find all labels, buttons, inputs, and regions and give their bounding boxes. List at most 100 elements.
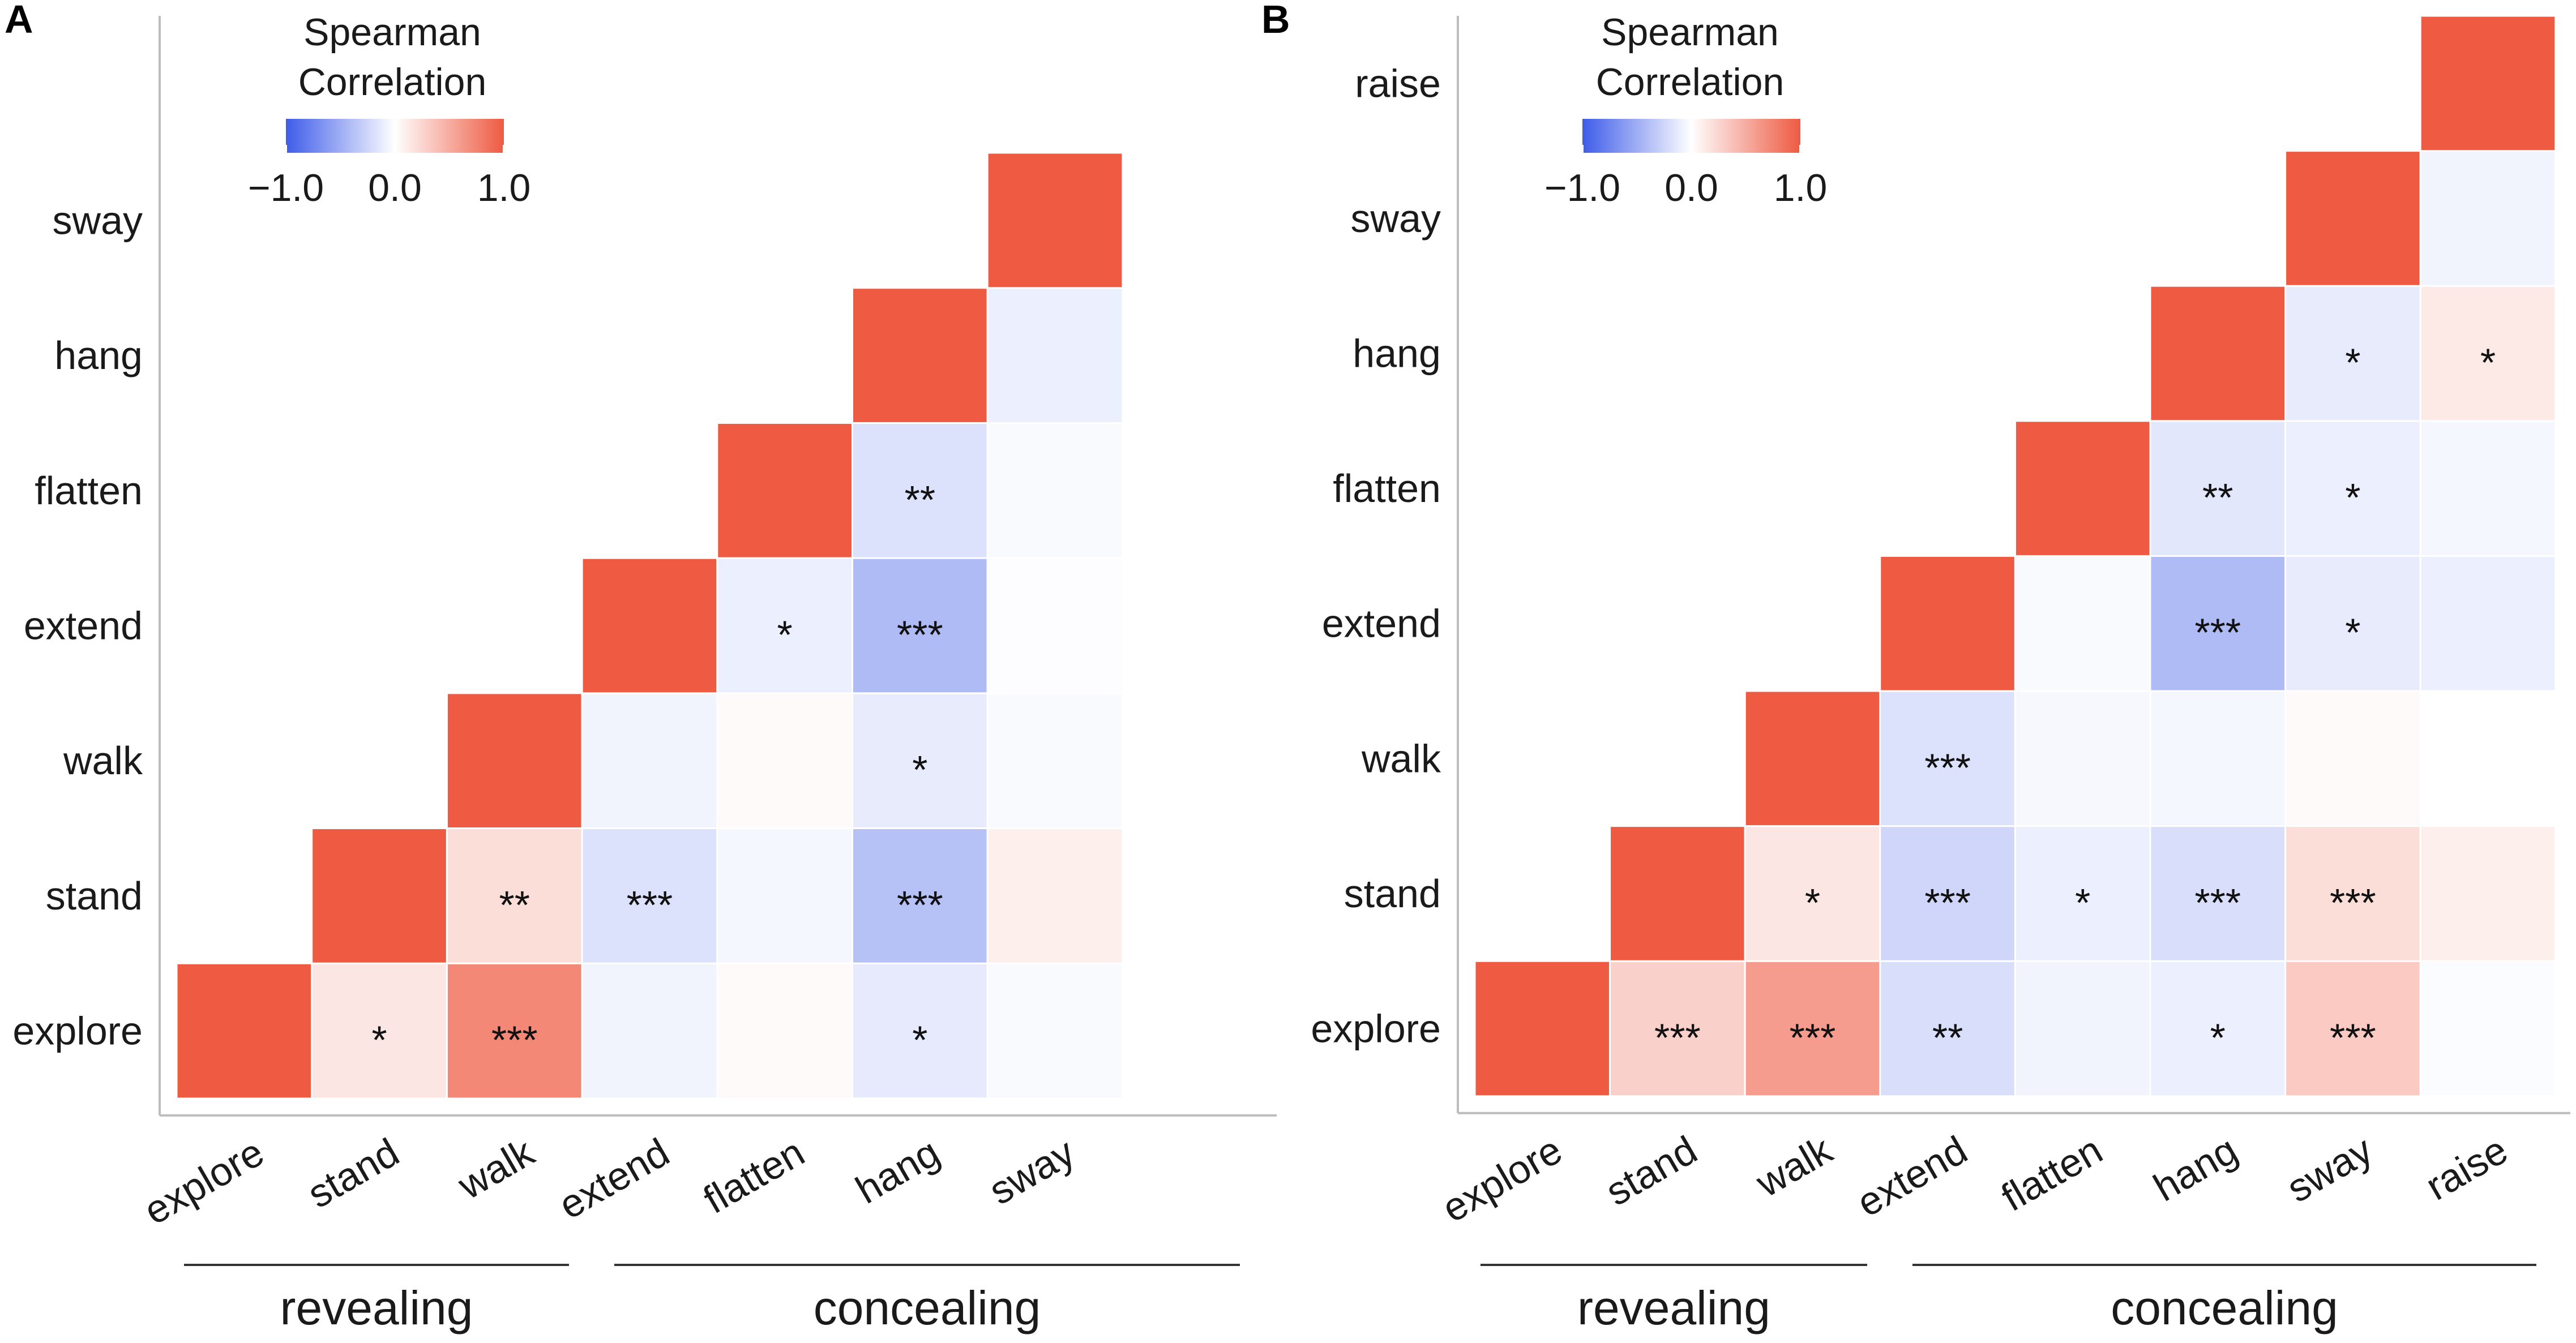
cell-sway-raise (2419, 150, 2557, 287)
panel-label: A (5, 0, 33, 41)
sig-stand-walk: * (1805, 881, 1820, 925)
cell-extend-raise (2419, 555, 2557, 692)
legend-tick-0: −1.0 (1544, 166, 1620, 209)
sig-stand-sway: *** (2330, 881, 2376, 925)
heatmap-panel-b: B*** *** ** * **** *** * *** ********* *** ** *expl… (1261, 0, 2570, 1335)
cell-explore-stand (1609, 960, 1746, 1097)
sig-walk-extend: *** (1924, 745, 1971, 790)
cell-sway-sway (986, 152, 1124, 289)
cell-flatten-raise (2419, 420, 2557, 557)
y-tick-flatten: flatten (35, 469, 143, 513)
cell-explore-explore (1474, 960, 1611, 1097)
cell-hang-sway (2284, 285, 2421, 422)
group-label-revealing: revealing (280, 1281, 473, 1335)
cell-raise-raise (2419, 15, 2557, 152)
cell-walk-hang (851, 692, 989, 830)
cell-stand-sway (2284, 825, 2421, 962)
cell-stand-raise (2419, 825, 2557, 962)
cell-stand-flatten (2014, 825, 2151, 962)
legend-tick-1: 0.0 (1664, 166, 1718, 209)
sig-flatten-sway: * (2345, 475, 2360, 520)
cell-explore-flatten (716, 962, 854, 1100)
legend-title-line2: Correlation (1596, 61, 1785, 104)
y-tick-sway: sway (1351, 196, 1441, 241)
cell-walk-flatten (716, 692, 854, 830)
x-tick-flatten: flatten (696, 1130, 811, 1222)
sig-stand-walk: ** (499, 883, 530, 927)
cell-explore-hang (2149, 960, 2287, 1097)
cell-stand-extend (1879, 825, 2016, 962)
cell-walk-extend (1879, 690, 2016, 827)
x-tick-explore: explore (1435, 1127, 1569, 1230)
group-label-concealing: concealing (814, 1281, 1041, 1335)
x-tick-flatten: flatten (1994, 1127, 2109, 1220)
cell-extend-sway (986, 557, 1124, 694)
sig-flatten-hang: ** (2202, 475, 2233, 520)
sig-explore-hang: * (912, 1018, 927, 1062)
cell-hang-hang (2149, 285, 2287, 422)
cell-explore-extend (581, 962, 718, 1100)
x-tick-hang: hang (848, 1130, 947, 1212)
cell-extend-extend (1879, 555, 2016, 692)
cell-stand-walk (1744, 825, 1881, 962)
sig-extend-hang: *** (2194, 611, 2241, 655)
cell-walk-flatten (2014, 690, 2151, 827)
sig-explore-hang: * (2210, 1016, 2226, 1060)
sig-explore-stand: *** (1654, 1016, 1701, 1060)
group-label-revealing: revealing (1577, 1281, 1770, 1335)
cell-hang-sway (986, 287, 1124, 424)
cell-walk-walk (446, 692, 583, 830)
y-tick-stand: stand (46, 874, 143, 918)
x-tick-explore: explore (136, 1130, 271, 1233)
legend-tick-1: 0.0 (368, 166, 422, 209)
cell-stand-walk (446, 827, 583, 964)
cell-walk-sway (2284, 690, 2421, 827)
legend: Spearman Correlation −1.0 0.0 1.0 (248, 11, 530, 209)
sig-stand-flatten: * (2075, 881, 2090, 925)
sig-stand-hang: *** (897, 883, 943, 927)
y-tick-flatten: flatten (1333, 466, 1441, 510)
cell-flatten-hang (2149, 420, 2287, 557)
cell-explore-walk (1744, 960, 1881, 1097)
cell-flatten-flatten (716, 422, 854, 559)
cell-walk-sway (986, 692, 1124, 830)
cell-explore-extend (1879, 960, 2016, 1097)
y-tick-extend: extend (24, 603, 143, 647)
cell-explore-stand (311, 962, 448, 1100)
sig-explore-extend: ** (1932, 1016, 1963, 1060)
cell-explore-sway (2284, 960, 2421, 1097)
sig-extend-sway: * (2345, 611, 2360, 655)
y-tick-explore: explore (1311, 1007, 1441, 1051)
cell-hang-raise (2419, 285, 2557, 422)
group-label-concealing: concealing (2111, 1281, 2338, 1335)
x-tick-walk: walk (450, 1130, 542, 1208)
sig-extend-flatten: * (777, 612, 793, 657)
cell-extend-flatten (2014, 555, 2151, 692)
y-tick-sway: sway (53, 198, 143, 242)
y-tick-raise: raise (1355, 61, 1441, 105)
heatmap-panel-a: A* *** *** *** ***** *****explorestandwalkext… (5, 0, 1277, 1335)
y-tick-hang: hang (1353, 332, 1441, 376)
y-tick-hang: hang (54, 333, 143, 377)
sig-stand-hang: *** (2194, 881, 2241, 925)
sig-explore-walk: *** (491, 1018, 538, 1062)
legend: Spearman Correlation −1.0 0.0 1.0 (1544, 11, 1827, 209)
cell-explore-flatten (2014, 960, 2151, 1097)
x-tick-stand: stand (300, 1130, 406, 1216)
cell-flatten-sway (986, 422, 1124, 559)
y-tick-stand: stand (1344, 872, 1441, 916)
cell-extend-hang (2149, 555, 2287, 692)
sig-explore-walk: *** (1790, 1016, 1836, 1060)
panel-label: B (1261, 0, 1290, 41)
x-tick-walk: walk (1748, 1127, 1840, 1206)
cell-stand-flatten (716, 827, 854, 964)
x-tick-hang: hang (2146, 1127, 2245, 1209)
cell-stand-stand (311, 827, 448, 964)
legend-tick-2: 1.0 (477, 166, 531, 209)
y-tick-walk: walk (1361, 736, 1441, 780)
cell-sway-sway (2284, 150, 2421, 287)
cell-extend-flatten (716, 557, 854, 694)
x-tick-raise: raise (2419, 1127, 2515, 1208)
y-tick-explore: explore (12, 1009, 143, 1053)
